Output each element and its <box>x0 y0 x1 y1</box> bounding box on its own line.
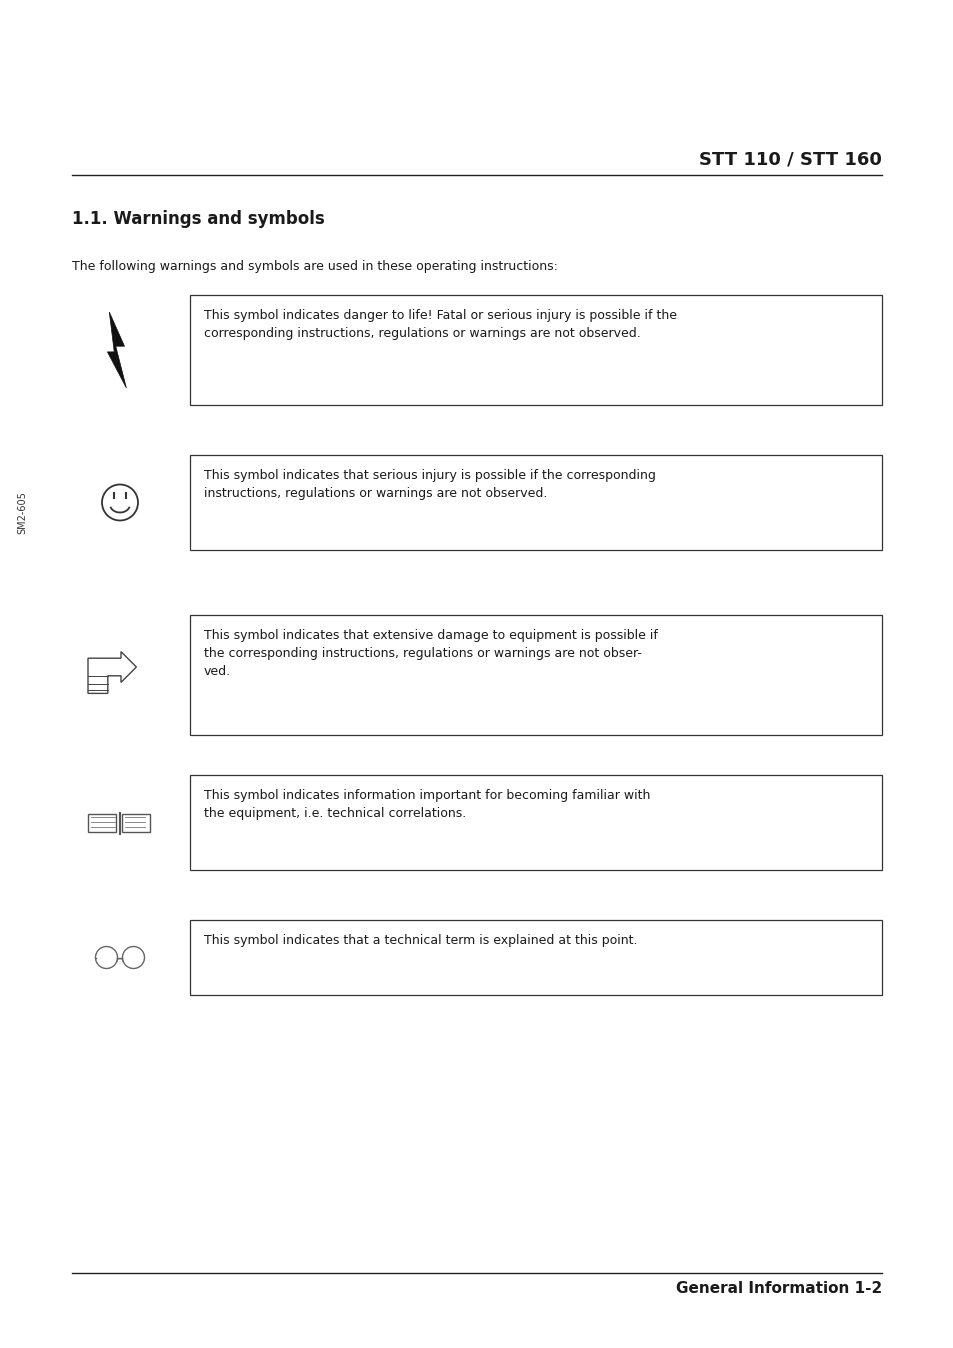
Text: This symbol indicates danger to life! Fatal or serious injury is possible if the: This symbol indicates danger to life! Fa… <box>204 309 677 340</box>
Text: This symbol indicates information important for becoming familiar with
the equip: This symbol indicates information import… <box>204 789 650 820</box>
Polygon shape <box>88 651 136 693</box>
Polygon shape <box>108 311 126 388</box>
FancyBboxPatch shape <box>190 615 882 735</box>
Text: This symbol indicates that serious injury is possible if the corresponding
instr: This symbol indicates that serious injur… <box>204 469 656 500</box>
FancyBboxPatch shape <box>122 813 151 832</box>
FancyBboxPatch shape <box>190 456 882 550</box>
FancyBboxPatch shape <box>190 919 882 995</box>
Text: SM2-605: SM2-605 <box>17 491 27 534</box>
Text: General Information 1-2: General Information 1-2 <box>675 1281 882 1295</box>
FancyBboxPatch shape <box>88 813 116 832</box>
Text: 1.1. Warnings and symbols: 1.1. Warnings and symbols <box>71 210 324 228</box>
FancyBboxPatch shape <box>190 295 882 404</box>
Text: This symbol indicates that extensive damage to equipment is possible if
the corr: This symbol indicates that extensive dam… <box>204 630 658 678</box>
FancyBboxPatch shape <box>190 775 882 869</box>
Text: This symbol indicates that a technical term is explained at this point.: This symbol indicates that a technical t… <box>204 934 637 948</box>
Text: STT 110 / STT 160: STT 110 / STT 160 <box>699 151 882 168</box>
Text: The following warnings and symbols are used in these operating instructions:: The following warnings and symbols are u… <box>71 260 558 274</box>
